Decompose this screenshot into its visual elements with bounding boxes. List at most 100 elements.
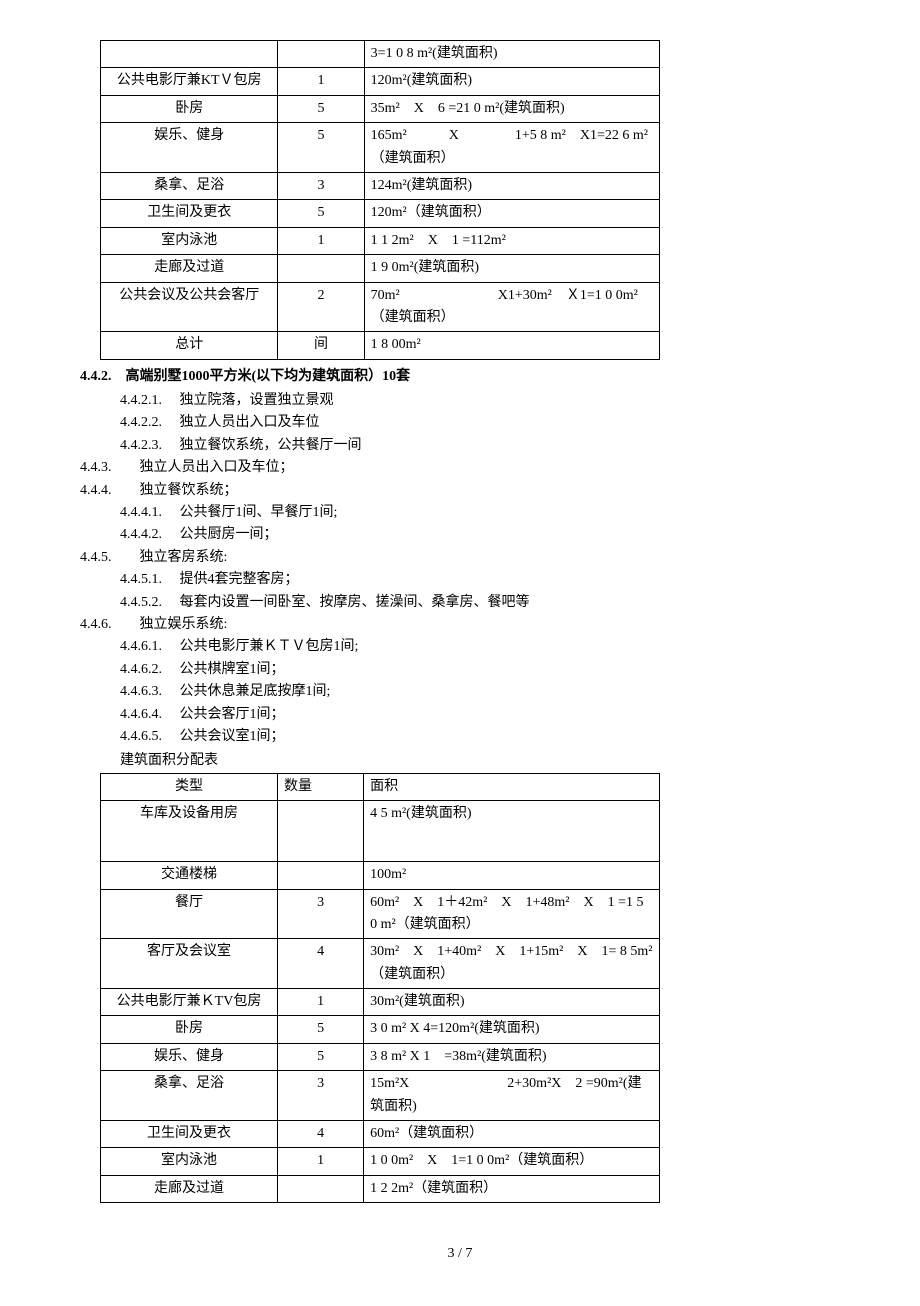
table-row: 客厅及会议室430m² X 1+40m² X 1+15m² X 1= 8 5m²… — [101, 939, 660, 989]
item-text: 独立人员出入口及车位； — [140, 460, 294, 475]
cell-area: 165m² X 1+5 8 m² X1=22 6 m²（建筑面积） — [364, 123, 659, 173]
list-item: 4.4.4.2. 公共厨房一间； — [120, 524, 860, 546]
list-item: 4.4.5.2. 每套内设置一间卧室、按摩房、搓澡间、桑拿房、餐吧等 — [120, 592, 860, 614]
cell-area: 120m²(建筑面积) — [364, 68, 659, 95]
item-text: 独立餐饮系统，公共餐厅一间 — [180, 438, 362, 453]
cell-type: 餐厅 — [101, 889, 278, 939]
cell-area: 1 1 2m² X 1 =112m² — [364, 227, 659, 254]
cell-qty: 4 — [278, 1121, 364, 1148]
cell-area: 3 8 m² X 1 =38m²(建筑面积) — [364, 1043, 660, 1070]
item-text: 独立娱乐系统: — [140, 617, 228, 632]
list-item: 4.4.6.5. 公共会议室1间； — [120, 726, 860, 748]
cell-type: 交通楼梯 — [101, 862, 278, 889]
cell-qty — [278, 1175, 364, 1202]
cell-qty: 间 — [278, 332, 364, 359]
item-text: 独立餐饮系统； — [140, 483, 238, 498]
table-row: 3=1 0 8 m²(建筑面积) — [101, 41, 660, 68]
table-row: 公共会议及公共会客厅270m² X1+30m² Ｘ1=1 0 0m²（建筑面积） — [101, 282, 660, 332]
table-row: 公共电影厅兼KTＶ包房1120m²(建筑面积) — [101, 68, 660, 95]
cell-type: 客厅及会议室 — [101, 939, 278, 989]
item-number: 4.4.6.3. — [120, 681, 176, 703]
cell-area: 60m² X 1＋42m² X 1+48m² X 1 =1 5 0 m²（建筑面… — [364, 889, 660, 939]
list-item: 4.4.2.3. 独立餐饮系统，公共餐厅一间 — [120, 435, 860, 457]
cell-area: 60m²（建筑面积） — [364, 1121, 660, 1148]
header-type: 类型 — [101, 773, 278, 800]
cell-area: 3=1 0 8 m²(建筑面积) — [364, 41, 659, 68]
cell-type: 娱乐、健身 — [101, 123, 278, 173]
cell-type: 公共电影厅兼ＫTV包房 — [101, 989, 278, 1016]
item-number: 4.4.5.1. — [120, 569, 176, 591]
cell-area: 1 0 0m² X 1=1 0 0m²（建筑面积） — [364, 1148, 660, 1175]
cell-type: 走廊及过道 — [101, 1175, 278, 1202]
item-number: 4.4.6.2. — [120, 659, 176, 681]
cell-area: 3 0 m² X 4=120m²(建筑面积) — [364, 1016, 660, 1043]
cell-area: 1 8 00m² — [364, 332, 659, 359]
cell-type: 卧房 — [101, 95, 278, 122]
cell-qty: 3 — [278, 172, 364, 199]
cell-area: 35m² X 6 =21 0 m²(建筑面积) — [364, 95, 659, 122]
cell-qty: 3 — [278, 1071, 364, 1121]
cell-type: 走廊及过道 — [101, 255, 278, 282]
item-text: 公共会客厅1间； — [180, 707, 285, 722]
cell-type: 公共会议及公共会客厅 — [101, 282, 278, 332]
item-number: 4.4.6.4. — [120, 704, 176, 726]
table-row: 娱乐、健身5165m² X 1+5 8 m² X1=22 6 m²（建筑面积） — [101, 123, 660, 173]
item-number: 4.4.2.2. — [120, 412, 176, 434]
list-item: 4.4.6.2. 公共棋牌室1间； — [120, 659, 860, 681]
table-row: 餐厅360m² X 1＋42m² X 1+48m² X 1 =1 5 0 m²（… — [101, 889, 660, 939]
table-row: 桑拿、足浴3124m²(建筑面积) — [101, 172, 660, 199]
list-item: 4.4.2.1. 独立院落，设置独立景观 — [120, 390, 860, 412]
cell-type: 桑拿、足浴 — [101, 1071, 278, 1121]
item-text: 公共休息兼足底按摩1间; — [180, 684, 331, 699]
item-number: 4.4.3. — [80, 457, 136, 479]
table-2-caption: 建筑面积分配表 — [120, 750, 860, 772]
cell-qty: 1 — [278, 1148, 364, 1175]
cell-type: 室内泳池 — [101, 1148, 278, 1175]
cell-qty: 4 — [278, 939, 364, 989]
item-4-4-5: 4.4.5. 独立客房系统: — [80, 547, 860, 569]
cell-type: 娱乐、健身 — [101, 1043, 278, 1070]
item-text: 公共会议室1间； — [180, 729, 285, 744]
table-row: 走廊及过道1 2 2m²（建筑面积） — [101, 1175, 660, 1202]
header-area: 面积 — [364, 773, 660, 800]
cell-area: 30m² X 1+40m² X 1+15m² X 1= 8 5m²（建筑面积） — [364, 939, 660, 989]
item-text: 独立院落，设置独立景观 — [180, 393, 334, 408]
item-number: 4.4.6.1. — [120, 636, 176, 658]
table-row: 娱乐、健身53 8 m² X 1 =38m²(建筑面积) — [101, 1043, 660, 1070]
cell-qty: 5 — [278, 1016, 364, 1043]
item-4-4-3: 4.4.3. 独立人员出入口及车位； — [80, 457, 860, 479]
cell-area: 4 5 m²(建筑面积) — [364, 801, 660, 862]
cell-type: 车库及设备用房 — [101, 801, 278, 862]
item-text: 独立人员出入口及车位 — [180, 415, 320, 430]
list-item: 4.4.6.3. 公共休息兼足底按摩1间; — [120, 681, 860, 703]
item-number: 4.4.2.1. — [120, 390, 176, 412]
item-text: 每套内设置一间卧室、按摩房、搓澡间、桑拿房、餐吧等 — [180, 595, 530, 610]
cell-qty: 5 — [278, 200, 364, 227]
list-item: 4.4.4.1. 公共餐厅1间、早餐厅1间; — [120, 502, 860, 524]
table-header-row: 类型数量面积 — [101, 773, 660, 800]
cell-type: 总计 — [101, 332, 278, 359]
page-footer: 3 / 7 — [60, 1243, 860, 1265]
cell-type: 卫生间及更衣 — [101, 200, 278, 227]
cell-type: 卫生间及更衣 — [101, 1121, 278, 1148]
list-item: 4.4.2.2. 独立人员出入口及车位 — [120, 412, 860, 434]
cell-area: 30m²(建筑面积) — [364, 989, 660, 1016]
table-row: 卫生间及更衣5120m²（建筑面积） — [101, 200, 660, 227]
table-row: 桑拿、足浴315m²X 2+30m²X 2 =90m²(建筑面积) — [101, 1071, 660, 1121]
cell-area: 124m²(建筑面积) — [364, 172, 659, 199]
cell-qty: 5 — [278, 95, 364, 122]
cell-type: 室内泳池 — [101, 227, 278, 254]
table-row: 室内泳池11 1 2m² X 1 =112m² — [101, 227, 660, 254]
item-number: 4.4.6.5. — [120, 726, 176, 748]
item-text: 公共餐厅1间、早餐厅1间; — [180, 505, 338, 520]
cell-qty: 3 — [278, 889, 364, 939]
cell-qty — [278, 801, 364, 862]
cell-qty: 5 — [278, 1043, 364, 1070]
table-row: 卫生间及更衣460m²（建筑面积） — [101, 1121, 660, 1148]
area-table-2: 类型数量面积车库及设备用房4 5 m²(建筑面积)交通楼梯100m²餐厅360m… — [100, 773, 660, 1203]
item-text: 提供4套完整客房； — [180, 572, 299, 587]
cell-type: 桑拿、足浴 — [101, 172, 278, 199]
cell-area: 15m²X 2+30m²X 2 =90m²(建筑面积) — [364, 1071, 660, 1121]
table-row: 卧房535m² X 6 =21 0 m²(建筑面积) — [101, 95, 660, 122]
table-row: 总计间1 8 00m² — [101, 332, 660, 359]
